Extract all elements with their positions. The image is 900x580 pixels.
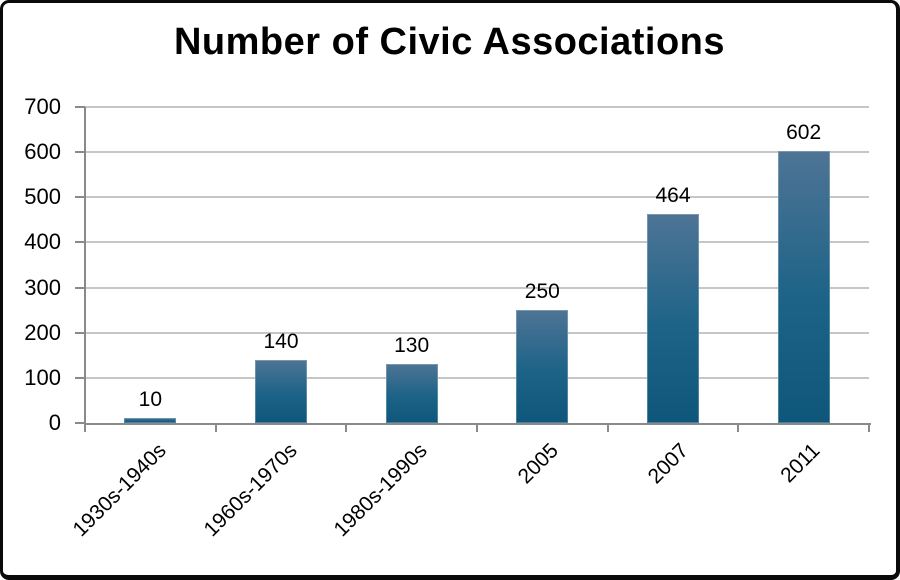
gridline (85, 241, 869, 244)
y-tick-label: 400 (24, 229, 61, 255)
y-tick-label: 200 (24, 319, 61, 345)
x-axis-tick (868, 423, 870, 432)
x-tick-label: 2007 (643, 439, 694, 489)
y-axis-tick (75, 422, 85, 424)
gridline (85, 196, 869, 199)
y-tick-label: 600 (24, 139, 61, 165)
bar-1960s-1970s (255, 359, 307, 423)
x-tick-label: 1960s-1970s (199, 439, 302, 542)
y-axis-tick (75, 196, 85, 199)
plot-area: 0 100 200 300 400 500 600 700 10 1930s-1940s 140 19… (3, 3, 896, 575)
y-tick-label: 700 (24, 94, 61, 119)
chart-title: Number of Civic Associations (173, 21, 726, 63)
y-axis-tick (75, 286, 85, 289)
x-tick-label: 2005 (513, 439, 563, 489)
bar-1930s-1940s (124, 418, 177, 423)
gridline (85, 376, 869, 379)
y-axis-tick (75, 106, 85, 108)
value-label: 464 (655, 183, 691, 207)
y-tick-label: 0 (48, 410, 61, 435)
gridline (85, 286, 869, 289)
bar-2007 (647, 213, 699, 423)
y-axis-tick (75, 241, 85, 244)
value-label: 602 (786, 121, 822, 145)
x-axis-tick (84, 423, 86, 432)
gridline (85, 106, 869, 108)
x-axis-tick (476, 423, 478, 432)
bar-1980s-1990s (385, 364, 438, 423)
x-axis-tick (345, 423, 348, 432)
y-tick-label: 100 (24, 364, 61, 390)
value-label: 10 (138, 388, 162, 412)
y-axis-line (84, 107, 86, 423)
value-label: 130 (394, 334, 430, 358)
gridline (85, 151, 869, 154)
gridline (85, 331, 869, 334)
y-axis-tick (75, 376, 85, 379)
x-axis-tick (606, 423, 609, 432)
x-axis-line (85, 423, 871, 425)
bar-2011 (777, 151, 830, 423)
x-tick-label: 2011 (775, 439, 824, 488)
x-tick-label: 1980s-1990s (329, 439, 432, 542)
x-tick-label: 1930s-1940s (68, 439, 171, 542)
y-axis-tick (75, 331, 85, 334)
x-axis-tick (214, 423, 217, 432)
value-label: 140 (263, 329, 299, 353)
bar-2005 (516, 310, 569, 423)
x-axis-tick (737, 423, 740, 432)
y-tick-label: 300 (24, 274, 61, 300)
y-tick-label: 500 (24, 184, 61, 210)
y-axis-tick (75, 151, 85, 154)
value-label: 250 (524, 280, 560, 304)
